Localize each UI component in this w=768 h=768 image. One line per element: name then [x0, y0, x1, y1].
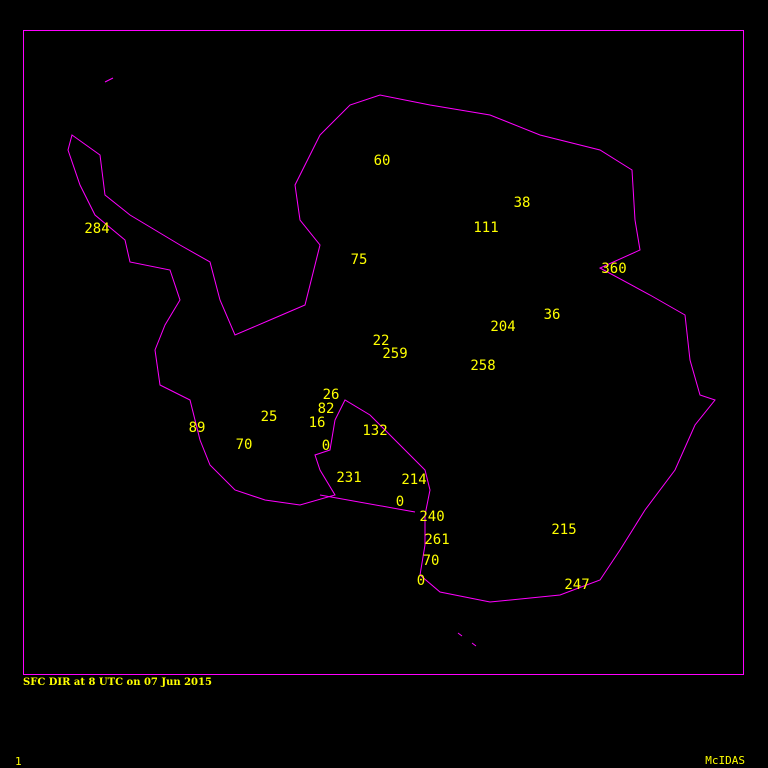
station-value: 259: [382, 346, 407, 362]
station-value: 215: [551, 522, 576, 538]
station-value: 25: [261, 409, 278, 425]
station-value: 0: [322, 438, 330, 454]
station-value: 204: [490, 319, 515, 335]
station-value: 0: [396, 494, 404, 510]
station-value: 111: [473, 220, 498, 236]
station-value: 360: [601, 261, 626, 277]
station-value: 0: [417, 573, 425, 589]
map-title: SFC DIR at 8 UTC on 07 Jun 2015: [23, 677, 212, 688]
station-value: 240: [419, 509, 444, 525]
station-value: 22: [373, 333, 390, 349]
station-value: 36: [544, 307, 561, 323]
station-value: 82: [318, 401, 335, 417]
station-value: 26: [323, 387, 340, 403]
frame-number: 1: [15, 755, 22, 768]
station-value: 16: [309, 415, 326, 431]
station-value: 231: [336, 470, 361, 486]
map-frame: [23, 30, 744, 675]
station-value: 75: [351, 252, 368, 268]
station-value: 284: [84, 221, 109, 237]
ross-ice-shelf-edge: [319, 494, 416, 513]
station-value: 60: [374, 153, 391, 169]
antarctica-coastline: [67, 94, 716, 603]
station-value: 89: [189, 420, 206, 436]
island: [104, 77, 477, 647]
station-value: 70: [236, 437, 253, 453]
station-value: 38: [514, 195, 531, 211]
station-value: 258: [470, 358, 495, 374]
station-value: 70: [423, 553, 440, 569]
station-value: 214: [401, 472, 426, 488]
station-value: 247: [564, 577, 589, 593]
station-value: 132: [362, 423, 387, 439]
station-value: 261: [424, 532, 449, 548]
mcidas-brand: McIDAS: [705, 754, 745, 767]
